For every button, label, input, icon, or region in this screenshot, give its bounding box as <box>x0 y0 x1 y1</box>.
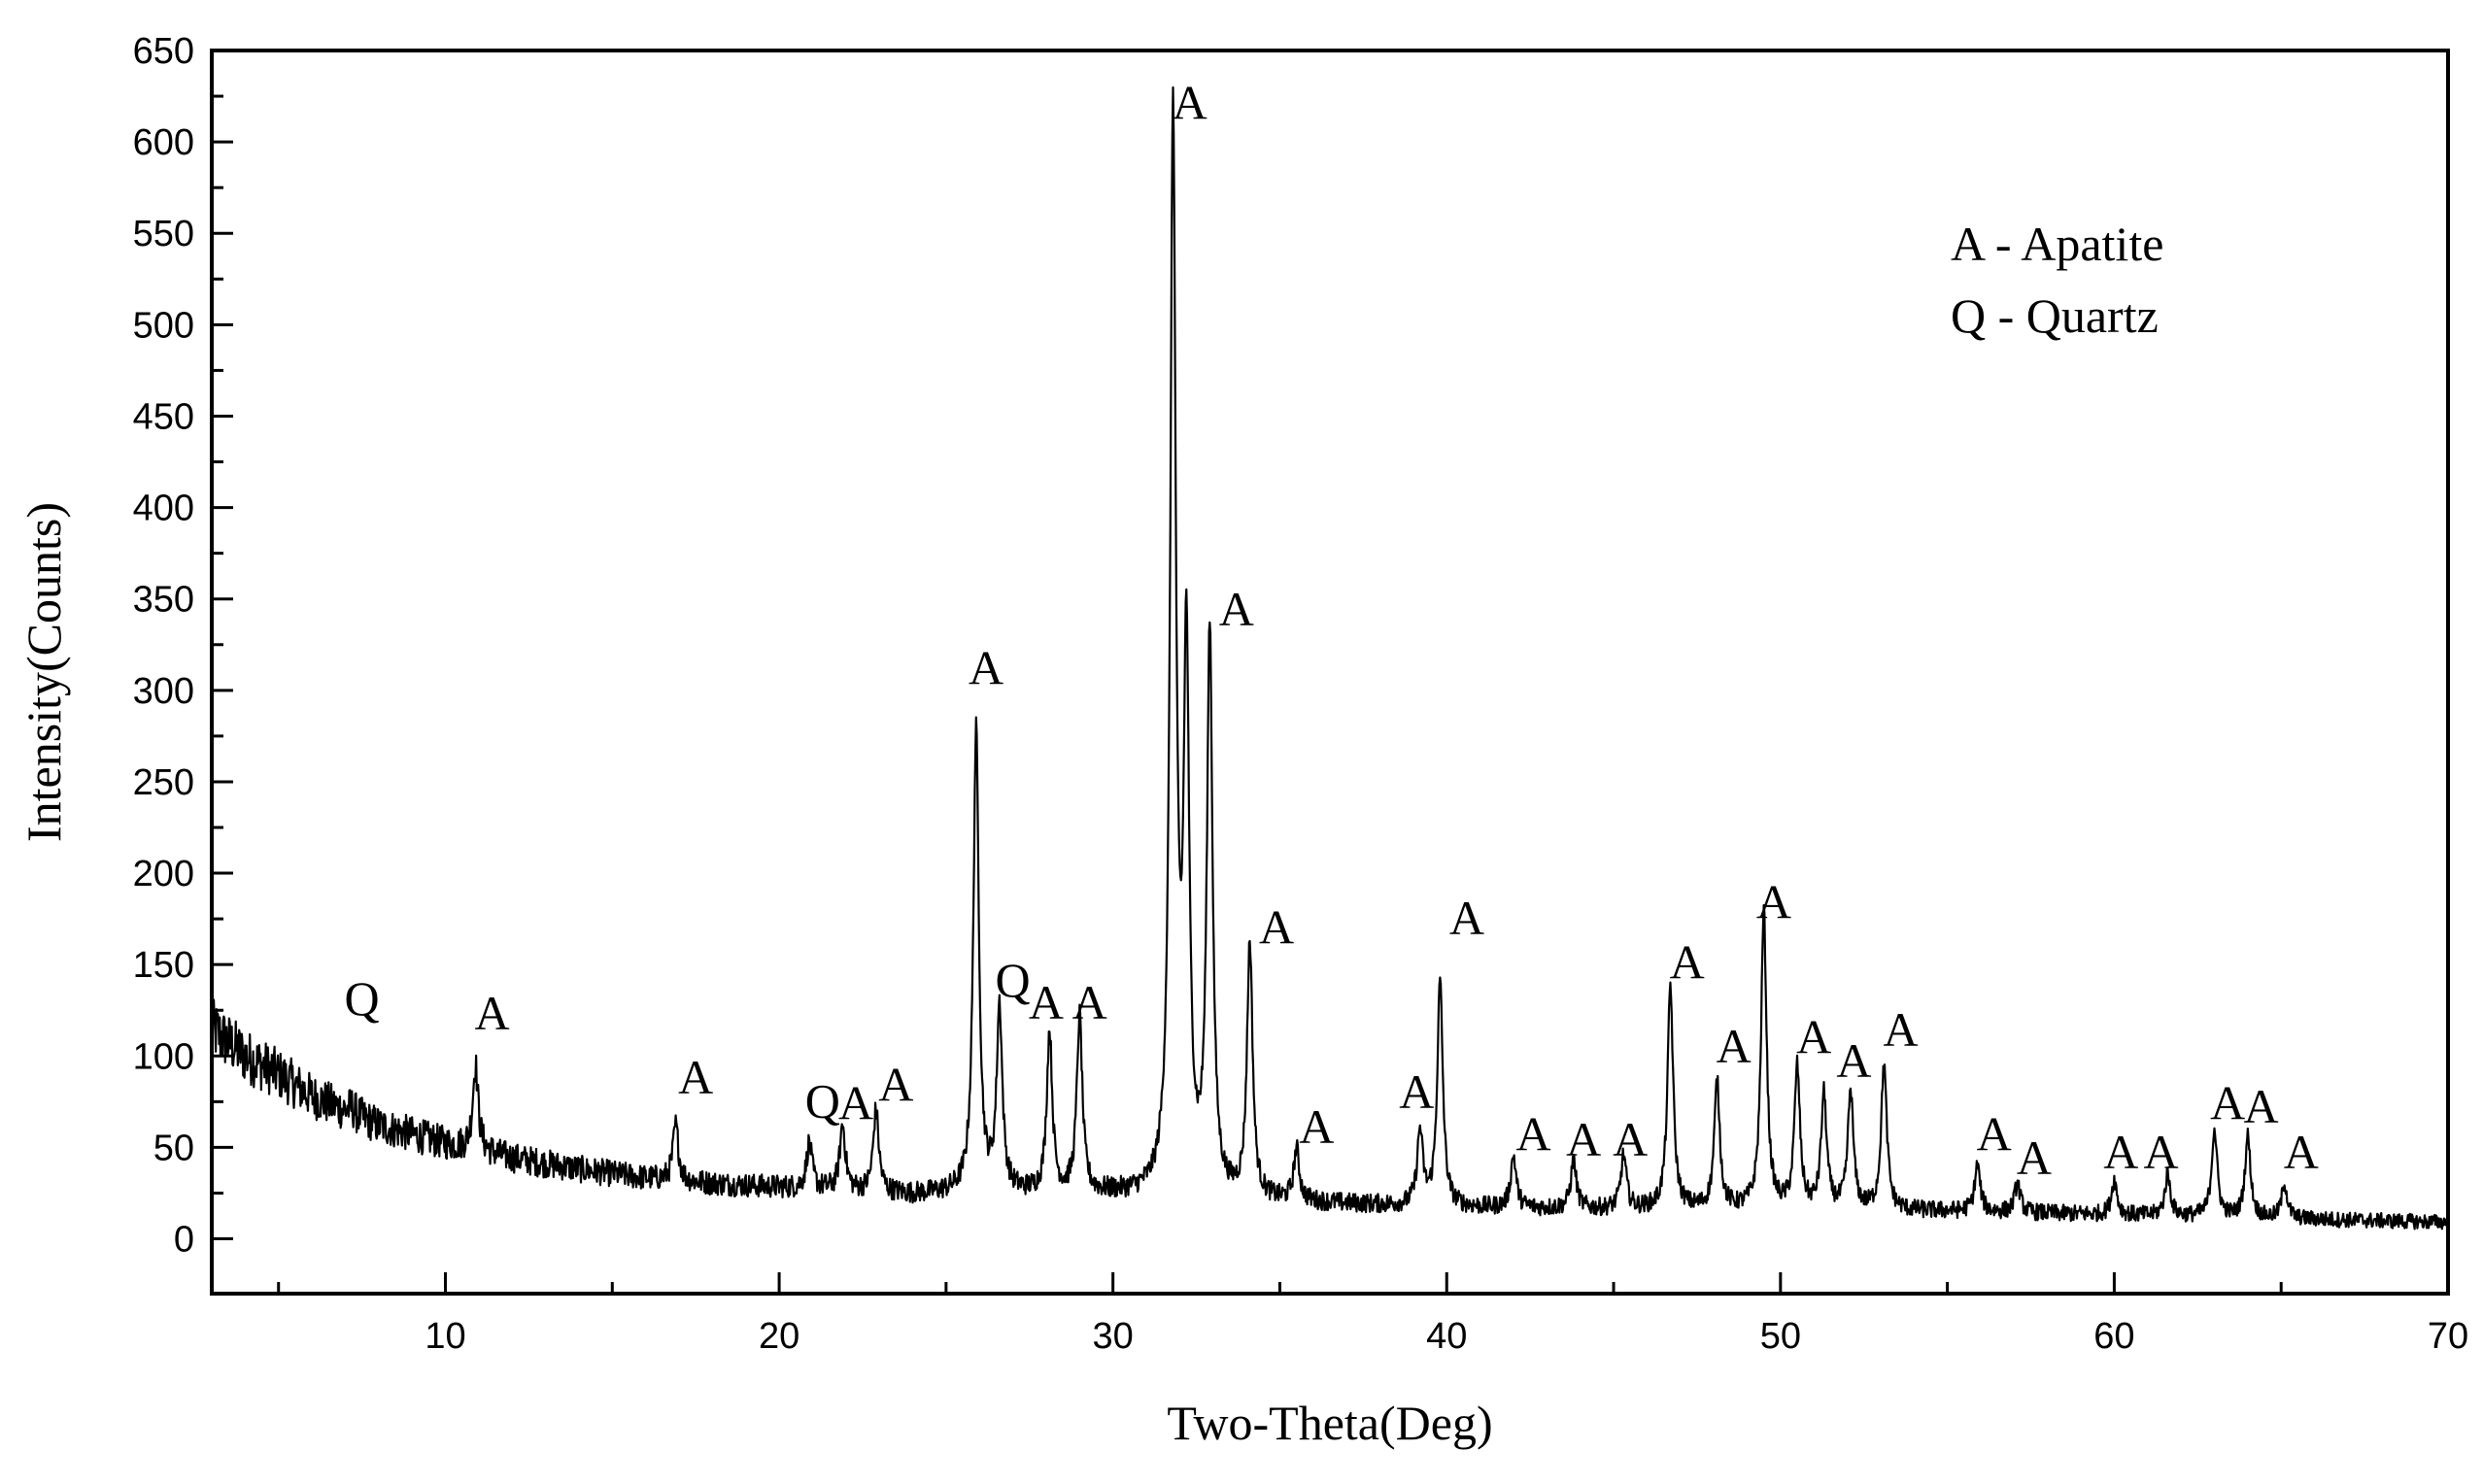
y-tick-label: 400 <box>133 489 194 529</box>
peak-label: A <box>2284 1125 2319 1179</box>
y-tick-label: 150 <box>133 945 194 986</box>
peak-label: A <box>1717 1019 1752 1073</box>
peak-label: A <box>1399 1064 1434 1119</box>
peak-label: Q <box>805 1073 840 1128</box>
peak-label: A <box>2017 1130 2052 1185</box>
peak-label: A <box>1883 1002 1918 1057</box>
x-tick-label: 70 <box>2428 1316 2468 1357</box>
peak-label: A <box>678 1050 713 1104</box>
peak-label: A <box>2103 1125 2138 1179</box>
y-tick-label: 0 <box>174 1220 194 1261</box>
y-tick-label: 50 <box>153 1128 194 1168</box>
peak-label: A <box>969 640 1003 694</box>
peak-label: Q <box>996 953 1031 1007</box>
peak-label: A <box>1670 934 1705 989</box>
peak-label: A <box>1259 900 1294 955</box>
x-tick-label: 60 <box>2093 1316 2134 1357</box>
peak-label: A <box>1219 582 1254 636</box>
x-tick-label: 40 <box>1426 1316 1467 1357</box>
series-layer <box>210 85 2450 1231</box>
y-tick-label: 200 <box>133 854 194 894</box>
peak-label: A <box>475 986 510 1040</box>
y-tick-label: 650 <box>133 31 194 72</box>
peak-label: A <box>2244 1079 2279 1133</box>
peak-label: Q <box>345 971 380 1026</box>
x-axis: 10 20 30 40 50 60 70 <box>277 1272 2468 1357</box>
y-tick-label: 550 <box>133 214 194 254</box>
series-line-0 <box>210 85 2450 1231</box>
peak-label: A <box>2210 1075 2245 1130</box>
y-tick-label: 450 <box>133 396 194 437</box>
peak-label: A <box>1299 1099 1334 1154</box>
y-axis: 0 50 100 150 200 250 300 350 400 450 500 550 600 650 <box>133 31 233 1261</box>
x-tick-label: 20 <box>759 1316 799 1357</box>
peak-label: A <box>1796 1010 1831 1064</box>
peak-label: A <box>1756 874 1791 928</box>
x-tick-label: 50 <box>1760 1316 1801 1357</box>
legend-entry-quartz: Q - Quartz <box>1951 288 2159 343</box>
y-tick-label: 600 <box>133 122 194 163</box>
peak-label: A <box>1566 1112 1601 1166</box>
y-tick-label: 350 <box>133 580 194 621</box>
plot-frame <box>210 49 2450 1296</box>
legend-entry-apatite: A - Apatite <box>1951 217 2163 271</box>
peak-label: A <box>1977 1106 2012 1161</box>
x-tick-label: 10 <box>425 1316 465 1357</box>
y-axis-title: Intensity(Counts) <box>17 502 71 842</box>
peak-label: A <box>1449 891 1484 945</box>
peak-label: A <box>1516 1106 1551 1161</box>
peak-label: A <box>1029 975 1064 1029</box>
y-tick-label: 250 <box>133 762 194 803</box>
peak-label: A <box>878 1058 913 1112</box>
x-tick-label: 30 <box>1093 1316 1134 1357</box>
y-tick-label: 500 <box>133 305 194 346</box>
peak-label: A <box>838 1075 873 1130</box>
peak-label: A <box>1836 1033 1871 1088</box>
peak-label: A <box>1072 975 1107 1029</box>
peak-label: A <box>2143 1125 2178 1179</box>
legend: A - Apatite Q - Quartz <box>1951 217 2163 343</box>
y-tick-label: 100 <box>133 1036 194 1077</box>
y-tick-label: 300 <box>133 671 194 712</box>
x-axis-title: Two-Theta(Deg) <box>1167 1396 1492 1450</box>
peak-label: A <box>1613 1112 1648 1166</box>
peak-label: A <box>1173 76 1207 130</box>
